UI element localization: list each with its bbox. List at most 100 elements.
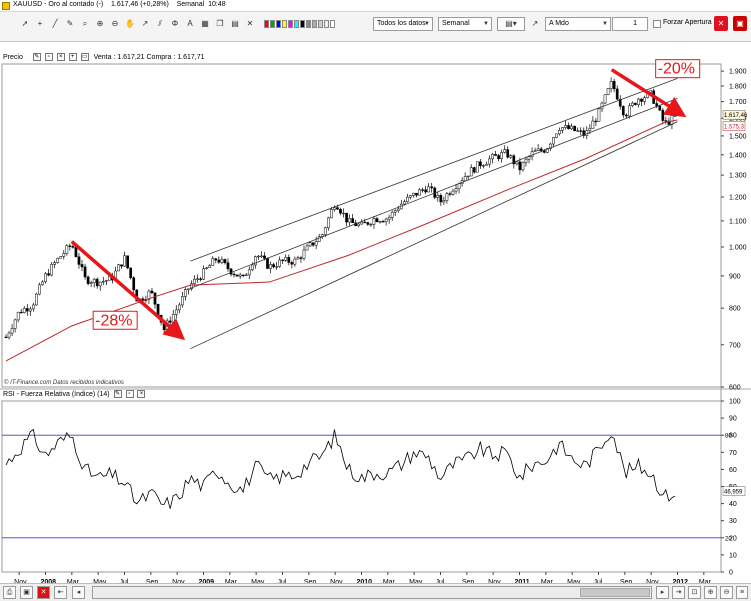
horizontal-scrollbar[interactable]	[92, 586, 652, 599]
text-icon[interactable]: A	[187, 19, 193, 28]
candle	[330, 209, 333, 219]
color-swatch[interactable]	[306, 20, 311, 28]
trend-arrow[interactable]	[70, 240, 186, 341]
color-swatch[interactable]	[300, 20, 305, 28]
x-tick-label: Nov	[14, 579, 27, 585]
candle	[491, 154, 494, 160]
x-tick-label: Jul	[436, 579, 445, 585]
close-chart-button[interactable]: ▣	[733, 16, 747, 31]
window-icon[interactable]: ▫	[125, 390, 134, 399]
candle	[624, 114, 628, 117]
channel-line-middle[interactable]	[190, 98, 678, 289]
period-select[interactable]: Semanal ▼	[438, 17, 492, 31]
zoom-in-icon[interactable]: ⊕	[96, 19, 104, 28]
channel-line-lower[interactable]	[190, 121, 678, 350]
copy-icon[interactable]: ▭	[80, 53, 89, 62]
candle	[77, 256, 81, 265]
color-swatch[interactable]	[294, 20, 299, 28]
ma-value-box	[722, 121, 746, 131]
fibonacci-icon[interactable]: Φ	[171, 19, 179, 28]
candle	[187, 288, 190, 290]
annotation-label: -20%	[658, 61, 695, 78]
rsi-panel-header: RSI - Fuerza Relativa (índice) (14) ✎ ▫ …	[0, 389, 146, 401]
shift-right-icon[interactable]: ⇥	[672, 586, 685, 599]
quote-text: Venta : 1.617,21 Compra : 1.617,71	[93, 54, 205, 61]
delete-icon[interactable]: ✕	[246, 19, 254, 28]
candle	[74, 247, 78, 258]
order-type-select[interactable]: A Mdo ▼	[545, 17, 611, 31]
rsi-tick-label: 80	[729, 433, 737, 440]
line-draw-icon[interactable]: ╱	[52, 19, 58, 28]
delete-icon[interactable]: ✕	[37, 586, 50, 599]
chevron-down-icon: ▼	[483, 21, 489, 27]
window-icon[interactable]: ▫	[44, 53, 53, 62]
x-tick-label: Sep	[146, 579, 159, 585]
candle	[244, 274, 248, 276]
color-swatch[interactable]	[312, 20, 317, 28]
channel-icon[interactable]: ⫽	[158, 19, 162, 28]
quantity-stepper[interactable]: 1	[612, 17, 648, 31]
data-range-select[interactable]: Todos los datos ▼	[373, 17, 433, 31]
magnify-icon[interactable]: ⌕	[82, 19, 88, 28]
color-swatch[interactable]	[318, 20, 323, 28]
force-open-checkbox[interactable]	[653, 20, 661, 28]
scrollbar-thumb[interactable]	[580, 588, 650, 597]
candle	[406, 196, 409, 202]
channel-line-upper[interactable]	[190, 78, 678, 262]
color-swatch[interactable]	[264, 20, 269, 28]
hand-icon[interactable]: ✋	[125, 19, 135, 28]
color-swatch[interactable]	[288, 20, 293, 28]
candle	[448, 193, 452, 195]
zoom-fit-icon[interactable]: ⊡	[688, 586, 701, 599]
candle	[512, 155, 516, 165]
menu-icon[interactable]: ≡	[736, 586, 748, 599]
crosshair-icon[interactable]: +	[37, 19, 43, 28]
zoom-out-icon[interactable]: ⊖	[720, 586, 733, 599]
color-swatch[interactable]	[324, 20, 329, 28]
plus-icon[interactable]: +	[68, 53, 77, 62]
close-icon[interactable]: ×	[137, 390, 146, 399]
settings-icon[interactable]: ✎	[32, 53, 41, 62]
arrow-icon[interactable]: ↗	[141, 19, 149, 28]
candle	[214, 258, 218, 261]
close-order-button[interactable]: ✕	[714, 16, 728, 31]
grid-icon[interactable]: ▦	[201, 19, 209, 28]
scroll-left-icon[interactable]: ◂	[72, 586, 85, 599]
cursor-icon[interactable]: ➚	[21, 19, 29, 28]
pencil-icon[interactable]: ✎	[66, 19, 74, 28]
copy-icon[interactable]: ❐	[216, 19, 224, 28]
scroll-right-icon[interactable]: ▸	[656, 586, 669, 599]
chart-type-button[interactable]: ▤▾	[497, 17, 525, 31]
color-swatch[interactable]	[270, 20, 275, 28]
close-icon[interactable]: ×	[56, 53, 65, 62]
candle	[579, 130, 583, 132]
rsi-value-label: 46,959	[724, 490, 743, 496]
x-tick-label: Sep	[304, 579, 317, 585]
candle	[190, 283, 193, 290]
paste-icon[interactable]: ▤	[231, 19, 239, 28]
save-icon[interactable]: ▣	[20, 586, 33, 599]
candle	[241, 274, 245, 277]
chart-canvas[interactable]: 6007008009001.0001.1001.2001.3001.4001.5…	[0, 52, 751, 585]
settings-icon[interactable]: ✎	[113, 390, 122, 399]
candle	[439, 195, 443, 203]
zoom-out-icon[interactable]: ⊖	[111, 19, 119, 28]
candle	[132, 277, 136, 291]
candle	[177, 304, 181, 311]
color-swatch[interactable]	[276, 20, 281, 28]
candle	[98, 281, 102, 287]
color-swatch[interactable]	[282, 20, 287, 28]
trend-arrow[interactable]	[610, 68, 687, 118]
candle	[667, 120, 671, 125]
y-tick-label: 1.000	[729, 245, 747, 252]
shift-left-icon[interactable]: ⇤	[54, 586, 67, 599]
candle	[664, 120, 668, 122]
print-icon[interactable]: ⎙	[3, 586, 16, 599]
color-swatch[interactable]	[330, 20, 335, 28]
zoom-in-icon[interactable]: ⊕	[704, 586, 717, 599]
candle	[585, 130, 589, 136]
rsi-tick-label: 60	[729, 467, 737, 474]
rsi-line	[5, 428, 676, 509]
candle	[232, 273, 236, 276]
arrow-icon[interactable]: ↗	[531, 19, 539, 28]
